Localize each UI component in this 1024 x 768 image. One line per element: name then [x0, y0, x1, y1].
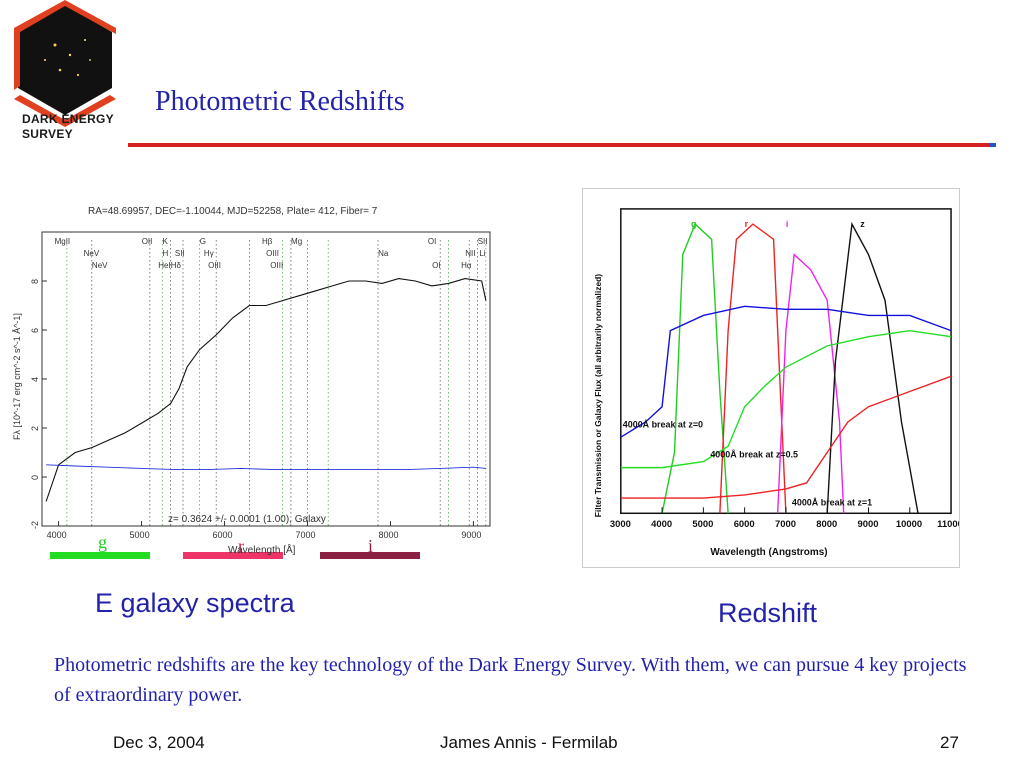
filter-curve	[661, 222, 729, 514]
filter-xlabel: Wavelength (Angstroms)	[710, 547, 827, 558]
spectral-line-label: OII	[142, 237, 153, 246]
x-tick-label: 6000	[213, 530, 233, 540]
footer-date: Dec 3, 2004	[113, 733, 205, 752]
break-annotation-z0: 4000Å break at z=0	[623, 420, 703, 430]
spectral-line-label: G	[200, 237, 206, 246]
spectral-line-label: K	[162, 237, 168, 246]
footer-author: James Annis - Fermilab	[440, 733, 618, 752]
y-tick-label: 6	[30, 328, 40, 333]
x-tick-label: 9000	[461, 530, 481, 540]
spectral-line-label: SII	[478, 237, 488, 246]
spectral-line-label: Hβ	[262, 237, 273, 246]
x-tick-label: 10000	[896, 519, 922, 530]
filter-x-ticks: 3000 4000 5000 6000 7000 8000 9000 10000 11000	[610, 507, 960, 530]
caption-redshift: Redshift	[718, 598, 818, 628]
x-tick-label: 5000	[692, 519, 713, 530]
spectrum-plot-frame	[41, 231, 491, 527]
filter-curve	[826, 221, 919, 514]
spectral-line-label: SII	[175, 249, 185, 258]
spectral-line-label: Hα	[461, 261, 472, 270]
x-tick-label: 4000	[651, 519, 672, 530]
spectral-line-label: Mg	[291, 237, 302, 246]
galaxy-flux-line	[45, 278, 487, 502]
logo-hexagon	[18, 5, 112, 115]
x-tick-label: 6000	[734, 519, 755, 530]
band-label-r: r	[238, 536, 244, 556]
filter-label: r	[745, 219, 749, 229]
spectral-line-labels: MgII NeV NeV OII H HeI K SII Hδ G Hγ OIII Hβ OIII OIII…	[55, 237, 488, 270]
filter-curve	[620, 329, 952, 469]
filter-curve	[620, 305, 952, 438]
spectrum-title: RA=48.69957, DEC=-1.10044, MJD=52258, Pl…	[88, 206, 378, 217]
x-tick-label: 4000	[47, 530, 67, 540]
spectral-line-label: OI	[428, 237, 436, 246]
break-annotations: 4000Å break at z=0 4000Å break at z=0.5 …	[623, 420, 872, 508]
spectral-line-label: NeV	[92, 261, 108, 270]
break-annotation-z05: 4000Å break at z=0.5	[710, 450, 798, 460]
spectral-line-label: OIII	[270, 261, 283, 270]
band-label-g: g	[98, 532, 107, 552]
band-bar-i	[320, 552, 420, 559]
galaxy-spectrum-chart: RA=48.69957, DEC=-1.10044, MJD=52258, Pl…	[12, 206, 491, 540]
spectral-line-label: Na	[378, 249, 389, 258]
filter-transmission-chart: g r i z 3000 4000 5000 6000 7000 8000 9000 10000 11…	[582, 188, 960, 568]
break-annotation-z1: 4000Å break at z=1	[792, 497, 872, 507]
x-tick-label: 3000	[610, 519, 631, 530]
y-tick-label: 0	[30, 475, 40, 480]
x-tick-label: 7000	[775, 519, 796, 530]
x-tick-label: 8000	[378, 530, 398, 540]
spectrum-xlabel: Wavelength [Å]	[228, 545, 296, 556]
filter-plot-frame	[620, 208, 952, 515]
spectral-line-label: OI	[432, 261, 440, 270]
filter-label: z	[860, 219, 865, 229]
y-tick-label: -2	[30, 521, 40, 529]
body-paragraph: Photometric redshifts are the key techno…	[54, 654, 967, 706]
x-tick-label: 11000	[937, 519, 960, 530]
spectral-line-label: Hδ	[171, 261, 182, 270]
spectrum-y-ticks: -2 0 2 4 6 8	[30, 279, 47, 529]
caption-e-galaxy-spectra: E galaxy spectra	[95, 588, 295, 618]
spectral-line-label: NeV	[84, 249, 100, 258]
des-logo	[14, 0, 116, 127]
spectrum-x-ticks: 4000 5000 6000 7000 8000 9000	[47, 521, 481, 540]
title-divider	[128, 143, 990, 147]
filter-ylabel: Filter Transmission or Galaxy Flux (all …	[593, 274, 603, 518]
filter-series	[620, 221, 952, 514]
spectral-line-label: OIII	[208, 261, 221, 270]
band-bar-r	[183, 552, 283, 559]
spectral-line-label: Hγ	[204, 249, 214, 258]
band-label-i: i	[368, 536, 374, 556]
y-tick-label: 8	[30, 279, 40, 284]
filter-curve	[620, 375, 952, 499]
y-tick-label: 2	[30, 426, 40, 431]
footer-page-number: 27	[940, 733, 959, 752]
spectrum-series	[45, 278, 487, 502]
spectral-line-label: NII	[465, 249, 475, 258]
filter-label: g	[691, 219, 696, 229]
y-tick-label: 4	[30, 377, 40, 382]
spectrum-ylabel: Fλ [10^-17 erg cm^-2 s^-1 Å^-1]	[12, 313, 22, 440]
spectral-line-label: MgII	[55, 237, 71, 246]
spectral-line-label: Li	[479, 249, 485, 258]
spectrum-annotation: z= 0.3624 +/- 0.0001 (1.00), Galaxy	[168, 514, 326, 525]
x-tick-label: 5000	[130, 530, 150, 540]
spectral-line-label: HeI	[158, 261, 170, 270]
x-tick-label: 9000	[858, 519, 879, 530]
spectral-line-label: OIII	[266, 249, 279, 258]
filter-label: i	[786, 219, 788, 229]
filter-curve	[776, 253, 845, 514]
x-tick-label: 8000	[816, 519, 837, 530]
slide-title: Photometric Redshifts	[155, 86, 405, 117]
filter-curve	[719, 223, 787, 514]
spectral-line-label: H	[162, 249, 168, 258]
x-tick-label: 7000	[295, 530, 315, 540]
title-divider-accent	[990, 143, 996, 147]
logo-text: DARK ENERGY SURVEY	[22, 112, 114, 141]
error-line	[46, 464, 486, 471]
band-bar-g	[50, 552, 150, 559]
